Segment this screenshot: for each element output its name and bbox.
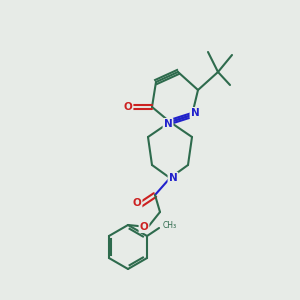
Text: O: O — [124, 102, 132, 112]
Text: N: N — [190, 108, 200, 118]
Text: CH₃: CH₃ — [163, 220, 177, 230]
Text: O: O — [133, 198, 141, 208]
Text: N: N — [164, 119, 172, 129]
Text: N: N — [169, 173, 177, 183]
Text: O: O — [140, 222, 148, 232]
